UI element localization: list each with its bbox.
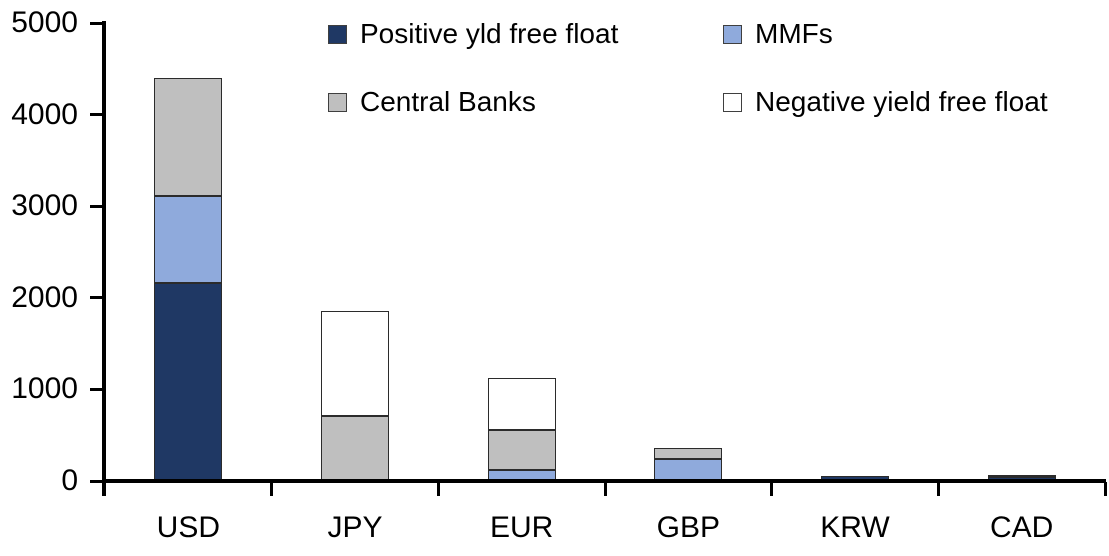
x-axis-tick (1103, 482, 1107, 496)
legend-item-label: Positive yld free float (360, 18, 619, 49)
legend-swatch-icon (328, 92, 347, 112)
category-label-krw: KRW (820, 511, 890, 544)
bar-segment-usd-mmfs (154, 196, 223, 284)
bar-segment-usd-positive-yld-free-float (154, 283, 223, 480)
y-axis-tick (90, 113, 103, 117)
legend-item-positive-yld-free-float: Positive yld free float (328, 20, 723, 48)
category-label-usd: USD (156, 511, 220, 544)
bar-segment-gbp-mmfs (654, 458, 723, 480)
y-axis-tick-label: 1000 (11, 372, 78, 406)
category-label-jpy: JPY (327, 511, 383, 544)
legend-swatch-icon (723, 24, 742, 44)
bar-segment-jpy-negative-yield-free-float (321, 311, 389, 416)
legend-swatch-icon (328, 24, 347, 44)
bar-segment-eur-negative-yield-free-float (487, 378, 556, 430)
y-axis-tick (90, 296, 103, 300)
legend-item-mmfs: MMFs (723, 20, 1048, 48)
y-axis-tick-label: 4000 (11, 97, 78, 131)
bar-segment-cad-central-banks (987, 474, 1056, 477)
bar-segment-jpy-central-banks (321, 415, 389, 480)
bar-segment-eur-central-banks (487, 429, 556, 470)
legend-item-label: Central Banks (360, 86, 536, 117)
legend: Positive yld free float MMFs Central Banks… (328, 20, 1048, 116)
x-axis-tick (770, 482, 774, 496)
category-label-eur: EUR (489, 511, 554, 544)
legend-item-label: MMFs (755, 18, 833, 49)
legend-swatch-icon (723, 92, 742, 112)
category-label-cad: CAD (989, 511, 1054, 544)
y-axis-tick-label: 2000 (11, 280, 78, 314)
bar-segment-usd-central-banks (154, 77, 223, 197)
y-axis-tick (90, 21, 103, 25)
y-axis-tick (90, 387, 103, 391)
y-axis-tick-label: 3000 (11, 189, 78, 223)
y-axis-tick-label: 5000 (11, 6, 78, 39)
x-axis-tick (436, 482, 440, 496)
category-label-gbp: GBP (656, 511, 720, 544)
y-axis-line (102, 21, 106, 496)
bar-segment-gbp-central-banks (654, 447, 723, 459)
y-axis-tick-label: 0 (61, 464, 78, 497)
y-axis-tick (90, 204, 103, 208)
x-axis-tick (603, 482, 607, 496)
legend-item-label: Negative yield free float (755, 86, 1048, 117)
legend-item-negative-yield-free-float: Negative yield free float (723, 88, 1048, 116)
x-axis-tick (270, 482, 274, 496)
legend-item-central-banks: Central Banks (328, 88, 723, 116)
x-axis-tick (936, 482, 940, 496)
x-axis-line (102, 479, 1106, 483)
y-axis-tick (90, 479, 103, 483)
